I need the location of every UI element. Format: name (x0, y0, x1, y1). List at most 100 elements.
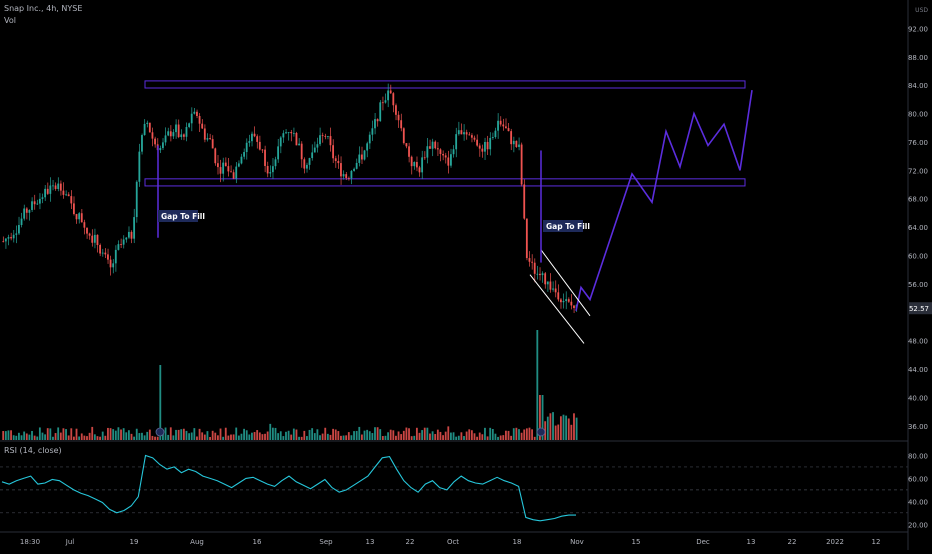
volume-bar (379, 429, 382, 440)
volume-bar (460, 432, 463, 440)
volume-bar (308, 429, 311, 440)
candle-body (143, 123, 146, 136)
candle-body (486, 141, 489, 150)
volume-bar (274, 427, 277, 440)
candle-body (379, 102, 382, 122)
volume-bar (256, 430, 259, 440)
volume-bar (57, 427, 60, 440)
volume-bar (279, 431, 282, 440)
volume-bar (28, 434, 31, 440)
candle-body (418, 167, 421, 173)
candle-body (525, 218, 528, 259)
volume-bar (376, 427, 379, 440)
volume-bar (277, 433, 280, 440)
volume-bar (193, 428, 196, 440)
volume-bar (347, 432, 350, 440)
volume-bar (133, 436, 136, 440)
volume-bar (93, 434, 96, 440)
volume-bar (245, 430, 248, 440)
candle-body (209, 138, 211, 140)
volume-bar (431, 431, 434, 440)
volume-bar (80, 433, 83, 440)
candle-body (470, 135, 473, 138)
volume-bar (384, 435, 387, 440)
candle-body (400, 120, 403, 129)
candle-body (274, 159, 277, 167)
candle-body (531, 261, 533, 263)
candle-body (300, 143, 303, 160)
candle-body (340, 163, 342, 177)
volume-bar (146, 431, 149, 440)
volume-bar (298, 436, 300, 440)
volume-bar (429, 433, 431, 440)
volume-bar (46, 428, 49, 440)
candle-body (135, 181, 138, 218)
volume-bar (15, 435, 18, 440)
volume-bar (381, 436, 384, 440)
candle-body (151, 132, 154, 139)
volume-bar (531, 429, 533, 440)
volume-bar (287, 430, 290, 440)
candle-body (559, 299, 562, 303)
candle-body (544, 273, 547, 285)
rsi-tick: 20.00 (908, 521, 928, 529)
candle-body (36, 203, 39, 205)
time-tick: Dec (696, 538, 710, 546)
volume-bar (539, 395, 541, 440)
volume-bar (2, 431, 5, 440)
candle-body (494, 130, 497, 138)
volume-bar (515, 427, 518, 440)
candle-body (86, 227, 88, 234)
volume-bar (62, 428, 65, 440)
volume-bar (101, 431, 104, 440)
price-tick: 44.00 (908, 366, 928, 374)
volume-bar (408, 428, 410, 440)
volume-bar (12, 435, 15, 440)
volume-bar (167, 434, 170, 440)
volume-bar (340, 435, 342, 440)
candle-body (413, 162, 416, 167)
price-tick: 88.00 (908, 54, 928, 62)
candle-body (389, 90, 392, 94)
volume-bar (463, 436, 465, 440)
volume-bar (400, 434, 403, 440)
volume-bar (499, 435, 502, 440)
volume-bar (190, 432, 193, 440)
volume-bar (549, 413, 552, 440)
candle-body (316, 144, 319, 148)
volume-bar (324, 427, 327, 440)
volume-bar (175, 429, 177, 440)
rsi-axis: 80.00 60.00 40.00 20.00 (908, 452, 928, 529)
candle-body (164, 135, 167, 143)
volume-bar (196, 436, 198, 440)
candle-body (10, 237, 12, 239)
earnings-marker (155, 427, 165, 437)
candle-body (319, 135, 321, 145)
volume-bar (321, 433, 324, 440)
volume-bar (261, 434, 264, 440)
candle-body (104, 252, 107, 255)
candle-body (282, 133, 285, 138)
volume-bar (476, 436, 479, 440)
volume-bar (345, 435, 348, 440)
price-tick: 48.00 (908, 338, 928, 346)
volume-bar (489, 427, 492, 440)
candle-body (266, 165, 269, 174)
candle-body (476, 139, 479, 146)
volume-bar (434, 434, 437, 440)
volume-bar (271, 427, 274, 440)
time-tick: Aug (190, 538, 204, 546)
time-tick: 22 (406, 538, 415, 546)
candle-body (536, 273, 539, 275)
candle-body (285, 132, 287, 134)
volume-bar (520, 432, 523, 440)
time-tick: Jul (65, 538, 75, 546)
rsi-tick: 40.00 (908, 498, 928, 506)
volume-bar (18, 432, 20, 440)
candle-body (49, 185, 52, 194)
volume-bar (154, 436, 156, 440)
candle-body (347, 177, 350, 179)
candle-body (248, 141, 251, 143)
